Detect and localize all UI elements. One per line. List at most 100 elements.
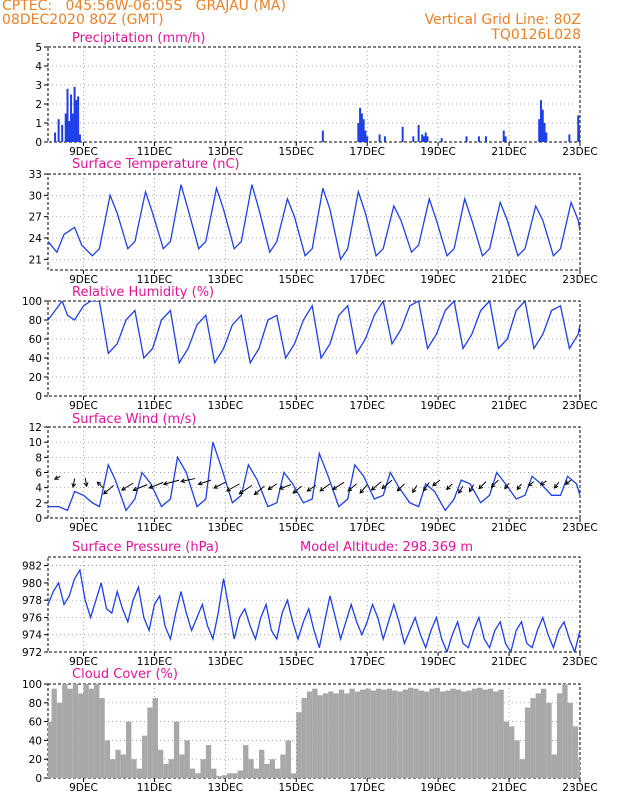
x-tick-label: 11DEC — [137, 782, 172, 794]
y-tick-label: 972 — [22, 647, 42, 659]
x-tick-label: 13DEC — [208, 522, 243, 534]
cloud-bar — [147, 707, 153, 778]
cloud-bar — [62, 684, 68, 778]
cloud-bar — [455, 689, 462, 778]
wind-arrow-head — [468, 487, 474, 493]
y-tick-label: 0 — [35, 137, 42, 149]
cloud-bar — [131, 759, 137, 778]
cloud-bar — [157, 749, 164, 778]
precip-bar — [383, 136, 386, 142]
wind-arrow-head — [132, 486, 138, 492]
y-tick-label: 2 — [35, 498, 42, 510]
y-tick-label: 80 — [29, 698, 42, 710]
cloud-bar — [423, 691, 430, 778]
x-tick-label: 21DEC — [491, 656, 526, 668]
precip-bar — [502, 130, 505, 142]
precip-bar — [366, 136, 369, 142]
y-tick-label: 40 — [29, 353, 42, 365]
wind-arrow — [292, 485, 302, 494]
cloud-bar — [519, 759, 526, 778]
wind-arrow-head — [490, 483, 496, 488]
y-tick-label: 982 — [22, 561, 42, 573]
cloud-bar — [397, 691, 403, 778]
cloud-bar — [216, 776, 222, 778]
cloud-bar — [546, 702, 552, 778]
wind-arrow — [181, 478, 196, 482]
panel-title: Cloud Cover (%) — [72, 667, 178, 682]
precip-bar — [545, 132, 548, 142]
cloud-bar — [248, 759, 254, 778]
y-tick-label: 80 — [29, 315, 42, 327]
precip-bar — [422, 136, 425, 142]
x-tick-label: 13DEC — [208, 274, 243, 286]
wind-arrow-head — [347, 487, 353, 492]
wind-arrow — [279, 484, 292, 490]
x-tick-label: 17DEC — [349, 274, 384, 286]
model-altitude-label: Model Altitude: 298.369 m — [300, 540, 473, 555]
wind-arrow-head — [381, 484, 387, 490]
x-tick-label: 21DEC — [491, 522, 526, 534]
panel-title: Surface Pressure (hPa) — [72, 540, 219, 555]
x-tick-label: 23DEC — [562, 656, 597, 668]
precip-bar — [541, 109, 544, 142]
cloud-bar — [126, 721, 132, 778]
header-grid-line: Vertical Grid Line: 80Z — [424, 12, 581, 28]
x-tick-label: 9DEC — [69, 274, 98, 286]
wind-arrow-head — [370, 486, 376, 491]
x-tick-label: 17DEC — [349, 522, 384, 534]
cloud-bar — [306, 691, 313, 778]
precip-bar — [504, 136, 507, 142]
cloud-bar — [269, 759, 275, 778]
precip-bar — [54, 132, 57, 142]
y-tick-label: 0 — [35, 391, 42, 403]
wind-arrow — [103, 485, 114, 495]
x-tick-label: 19DEC — [420, 146, 455, 158]
wind-arrow — [397, 483, 405, 492]
wind-arrow-head — [458, 489, 463, 494]
cloud-bar — [290, 773, 297, 778]
precip-bar — [64, 113, 67, 142]
cloud-bar — [115, 749, 121, 778]
cloud-bar — [274, 768, 281, 778]
cloud-bar — [237, 770, 244, 778]
cloud-bar — [360, 689, 366, 778]
wind-arrow — [432, 479, 441, 487]
wind-arrow-head — [53, 475, 59, 480]
x-tick-label: 23DEC — [562, 782, 597, 794]
y-tick-label: 60 — [29, 334, 42, 346]
wind-arrow-head — [432, 481, 437, 487]
wind-arrow-head — [423, 486, 428, 492]
cloud-bar — [173, 721, 180, 778]
header-date: 08DEC2020 80Z (GMT) — [2, 12, 164, 28]
cloud-bar — [551, 754, 557, 778]
precip-bar — [75, 100, 78, 142]
y-tick-label: 100 — [22, 296, 42, 308]
wind-arrow — [359, 484, 368, 494]
y-tick-label: 980 — [22, 578, 42, 590]
wind-arrow-head — [319, 487, 325, 492]
cloud-bar — [572, 726, 579, 778]
cloud-bar — [407, 687, 414, 778]
cloud-bar — [498, 689, 504, 778]
wind-arrow — [254, 485, 265, 495]
wind-arrow — [347, 483, 357, 492]
y-tick-label: 10 — [29, 437, 42, 449]
cloud-bar — [312, 688, 318, 778]
precip-bar — [360, 113, 363, 142]
wind-arrow-head — [162, 481, 168, 486]
cloud-bar — [136, 768, 142, 778]
cloud-bar — [179, 754, 185, 778]
cloud-bar — [525, 707, 531, 778]
cloud-bar — [381, 689, 387, 778]
wind-arrow-head — [197, 481, 203, 486]
cloud-bar — [205, 745, 212, 778]
precip-bar — [412, 136, 415, 142]
cloud-bar — [487, 688, 494, 778]
wind-arrow — [239, 484, 253, 495]
cloud-bar — [280, 754, 286, 778]
cloud-bar — [466, 690, 472, 778]
wind-arrow — [268, 483, 278, 490]
cloud-bar — [392, 690, 398, 778]
x-tick-label: 23DEC — [562, 274, 597, 286]
wind-arrow-head — [96, 481, 102, 487]
